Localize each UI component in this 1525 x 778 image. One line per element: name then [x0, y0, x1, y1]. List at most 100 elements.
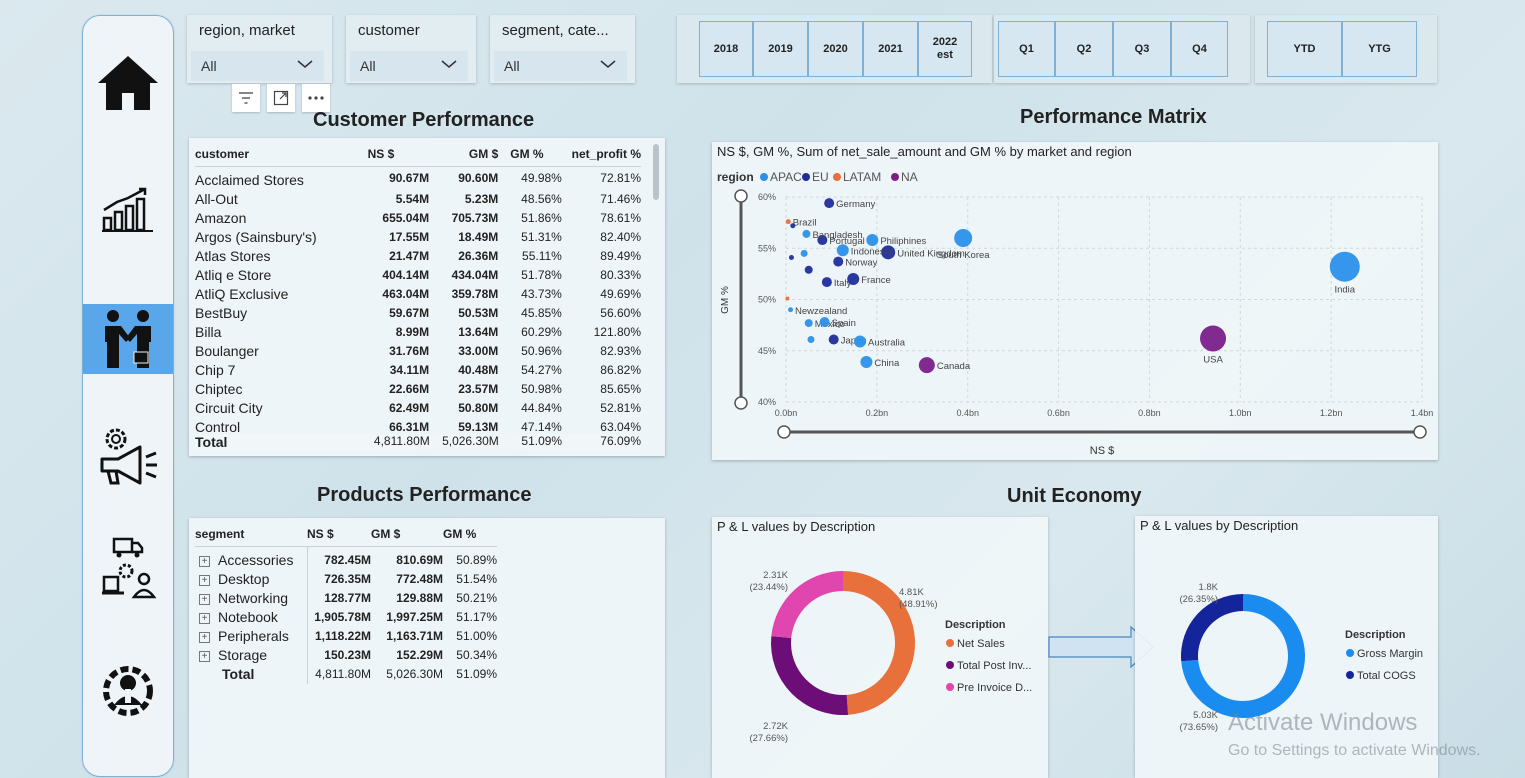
quarter-button-q3[interactable]: Q3 [1113, 21, 1171, 77]
table-row[interactable]: Chiptec 22.66M 23.57M 50.98% 85.65% [195, 380, 641, 399]
nav-executive[interactable] [83, 656, 173, 726]
col-header[interactable]: GM $ [371, 526, 401, 541]
legend-title: region [717, 170, 754, 184]
value-cell: 50.21% [456, 591, 497, 605]
value-cell: 72.81% [600, 171, 641, 185]
donut-chart-right[interactable]: 5.03K(73.65%) 1.8K(26.35%) Description Gros… [1135, 516, 1438, 778]
segment-label: Storage [218, 647, 268, 663]
ytd-button[interactable]: YTD [1267, 21, 1342, 77]
col-header[interactable]: GM $ [468, 146, 499, 161]
col-header[interactable]: NS $ [307, 526, 334, 541]
focus-mode-button[interactable] [267, 84, 295, 112]
table-row[interactable]: Control 66.31M 59.13M 47.14% 63.04% [195, 418, 641, 437]
region-market-dropdown[interactable]: All [191, 51, 324, 81]
table-row[interactable]: + Notebook 1,905.78M 1,997.25M 51.17% [195, 607, 497, 627]
year-button-2019[interactable]: 2019 [753, 21, 808, 77]
expand-icon[interactable]: + [199, 593, 210, 605]
legend-label: EU [812, 170, 829, 184]
expand-icon[interactable]: + [199, 631, 210, 643]
year-button-2021[interactable]: 2021 [863, 21, 918, 77]
table-row[interactable]: Amazon 655.04M 705.73M 51.86% 78.61% [195, 209, 641, 228]
year-button-2022[interactable]: 2022 est [918, 21, 972, 77]
value-cell: 121.80% [593, 325, 641, 339]
value-cell: 726.35M [324, 572, 371, 586]
nav-home[interactable] [83, 48, 173, 118]
value-cell: 49.69% [600, 287, 641, 301]
expand-icon[interactable]: + [199, 555, 210, 567]
nav-supply-chain[interactable] [83, 534, 173, 604]
value-cell: 21.47M [389, 249, 430, 263]
dropdown-value: All [360, 58, 376, 74]
performance-matrix-card: NS $, GM %, Sum of net_sale_amount and G… [712, 142, 1438, 460]
donut-slice [843, 571, 916, 715]
nav-sales[interactable] [83, 304, 173, 374]
scatter-point [807, 335, 815, 343]
value-cell: 90.67M [389, 171, 430, 185]
col-header[interactable]: NS $ [367, 146, 395, 161]
scatter-chart[interactable]: region APAC EU LATAM NA 40% 45% 50% 55% 60% 0.0bn 0… [712, 142, 1438, 460]
donut-chart-left[interactable]: 4.81K(48.91%) 2.72K(27.66%) 2.31K(23.44%) D… [712, 517, 1048, 778]
table-row[interactable]: + Accessories 782.45M 810.69M 50.89% [195, 546, 497, 570]
x-tick-label: 0.6bn [1047, 408, 1070, 418]
expand-icon[interactable]: + [199, 574, 210, 586]
expand-icon[interactable]: + [199, 612, 210, 624]
table-row[interactable]: Boulanger 31.76M 33.00M 50.96% 82.93% [195, 342, 641, 361]
point-label: Canada [937, 361, 971, 372]
table-row[interactable]: Acclaimed Stores 90.67M 90.60M 49.98% 72.81% [195, 166, 641, 190]
table-row[interactable]: AtliQ Exclusive 463.04M 359.78M 43.73% 49.69… [195, 285, 641, 304]
table-row[interactable]: + Peripherals 1,118.22M 1,163.71M 51.00% [195, 626, 497, 646]
col-header[interactable]: segment [195, 526, 245, 541]
quarter-button-q4[interactable]: Q4 [1171, 21, 1228, 77]
y-zoom-handle [734, 189, 748, 203]
col-header[interactable]: net_profit % [571, 146, 641, 161]
more-options-button[interactable] [302, 84, 330, 112]
table-row[interactable]: + Storage 150.23M 152.29M 50.34% [195, 645, 497, 665]
table-row[interactable]: Chip 7 34.11M 40.48M 54.27% 86.82% [195, 361, 641, 380]
x-tick-label: 1.4bn [1411, 408, 1434, 418]
value-cell: 26.36M [458, 249, 499, 263]
col-header[interactable]: customer [195, 146, 250, 161]
quarter-button-q2[interactable]: Q2 [1055, 21, 1113, 77]
customer-dropdown[interactable]: All [350, 51, 468, 81]
col-header[interactable]: GM % [510, 146, 544, 161]
table-row[interactable]: + Desktop 726.35M 772.48M 51.54% [195, 569, 497, 589]
value-cell: 51.09% [456, 667, 497, 681]
year-button-2020[interactable]: 2020 [808, 21, 863, 77]
nav-finance[interactable] [83, 174, 173, 244]
legend-label: Total Post Inv... [957, 660, 1031, 672]
y-tick-label: 40% [758, 397, 776, 407]
quarter-button-q1[interactable]: Q1 [998, 21, 1055, 77]
table-scrollbar[interactable] [653, 144, 659, 200]
customer-name-cell: Billa [195, 324, 222, 340]
ytg-button[interactable]: YTG [1342, 21, 1417, 77]
scatter-point [788, 254, 794, 260]
value-cell: 51.31% [521, 230, 562, 244]
table-row[interactable]: Argos (Sainsbury's) 17.55M 18.49M 51.31% 82.… [195, 228, 641, 247]
table-row[interactable]: Circuit City 62.49M 50.80M 44.84% 52.81% [195, 399, 641, 418]
scatter-point [854, 335, 867, 348]
table-row[interactable]: Atliq e Store 404.14M 434.04M 51.78% 80.33% [195, 266, 641, 285]
value-cell: 50.96% [521, 344, 562, 358]
legend-marker [1346, 671, 1354, 679]
legend-title: Description [1345, 629, 1406, 641]
filter-button[interactable] [232, 84, 260, 112]
scatter-point [785, 219, 791, 225]
value-cell: 50.80M [458, 401, 499, 415]
table-row[interactable]: Billa 8.99M 13.64M 60.29% 121.80% [195, 323, 641, 342]
slice-percent-label: (23.44%) [749, 582, 788, 593]
table-row[interactable]: All-Out 5.54M 5.23M 48.56% 71.46% [195, 190, 641, 209]
table-row[interactable]: Atlas Stores 21.47M 26.36M 55.11% 89.49% [195, 247, 641, 266]
value-cell: 5.23M [464, 192, 499, 206]
table-row[interactable]: BestBuy 59.67M 50.53M 45.85% 56.60% [195, 304, 641, 323]
table-row[interactable]: + Networking 128.77M 129.88M 50.21% [195, 588, 497, 608]
legend-marker [946, 661, 954, 669]
legend-marker [1346, 649, 1354, 657]
nav-marketing[interactable] [83, 421, 173, 491]
col-header[interactable]: GM % [443, 526, 477, 541]
legend-marker [802, 173, 810, 181]
year-button-2018[interactable]: 2018 [699, 21, 753, 77]
segment-category-dropdown[interactable]: All [494, 51, 627, 81]
expand-icon[interactable]: + [199, 650, 210, 662]
value-cell: 71.46% [600, 192, 641, 206]
slicer-title: segment, cate... [502, 22, 609, 39]
